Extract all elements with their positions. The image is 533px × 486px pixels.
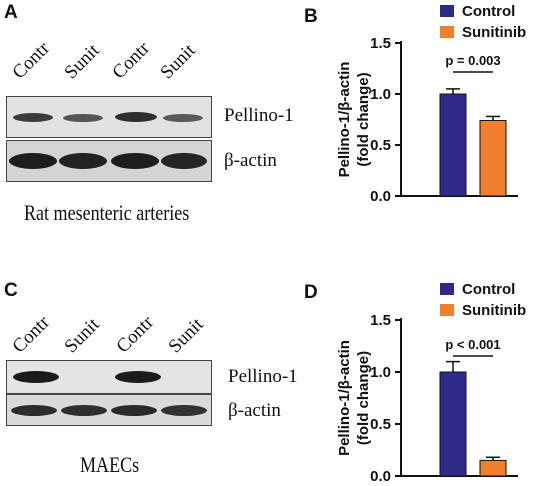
bar bbox=[479, 120, 507, 197]
western-blot-pellino1-c bbox=[6, 360, 212, 394]
y-axis-label: Pellino-1/β-actin bbox=[336, 340, 353, 456]
row-label-actin: β-actin bbox=[224, 150, 277, 171]
legend-swatch bbox=[440, 304, 454, 316]
lane-label: Contr bbox=[8, 37, 54, 84]
y-axis-label: (fold change) bbox=[355, 351, 372, 445]
western-blot-pellino1-a bbox=[6, 96, 212, 138]
y-axis-label: (fold change) bbox=[355, 72, 372, 166]
bar-chart-d: D Control Sunitinib Pellino-1/β-actin (fold … bbox=[304, 281, 526, 485]
lane-label: Sunit bbox=[60, 314, 104, 358]
lane-label: Sunit bbox=[156, 40, 200, 84]
lane-label: Sunit bbox=[60, 40, 104, 84]
legend-swatch bbox=[440, 5, 454, 17]
y-tick-label: 1.5 bbox=[370, 35, 391, 52]
panel-letter: D bbox=[304, 282, 318, 303]
western-blot-actin-c bbox=[6, 394, 212, 426]
blot-caption: MAECs bbox=[80, 452, 140, 477]
legend-label: Control bbox=[462, 3, 515, 20]
p-value-label: p < 0.001 bbox=[445, 337, 500, 352]
y-tick-label: 1.0 bbox=[370, 86, 391, 103]
panel-letter: B bbox=[304, 6, 318, 27]
lane-label: Contr bbox=[112, 311, 158, 358]
legend-label: Control bbox=[462, 281, 515, 298]
p-value-label: p = 0.003 bbox=[445, 53, 500, 68]
y-tick-label: 1.5 bbox=[370, 312, 391, 329]
bar bbox=[479, 459, 507, 477]
legend-label: Sunitinib bbox=[462, 302, 526, 319]
y-tick-label: 0.5 bbox=[370, 137, 391, 154]
bar bbox=[439, 93, 467, 197]
y-tick-label: 0.5 bbox=[370, 416, 391, 433]
lane-label: Contr bbox=[108, 37, 154, 84]
blot-caption: Rat mesenteric arteries bbox=[24, 200, 190, 225]
panel-letter-c: C bbox=[4, 280, 18, 301]
panel-letter-a: A bbox=[4, 2, 18, 23]
legend-swatch bbox=[440, 26, 454, 38]
legend-swatch bbox=[440, 283, 454, 295]
y-tick-label: 1.0 bbox=[370, 364, 391, 381]
lane-label: Sunit bbox=[164, 314, 208, 358]
bar-chart-b: B Control Sunitinib Pellino-1/β-actin (fold … bbox=[304, 3, 526, 205]
row-label-pellino1: Pellino-1 bbox=[228, 366, 298, 387]
y-axis-label: Pellino-1/β-actin bbox=[336, 62, 353, 178]
bar bbox=[439, 371, 467, 477]
y-tick-label: 0.0 bbox=[370, 468, 391, 485]
lane-label: Contr bbox=[8, 311, 54, 358]
row-label-actin: β-actin bbox=[228, 400, 281, 421]
row-label-pellino1: Pellino-1 bbox=[224, 105, 294, 126]
western-blot-actin-a bbox=[6, 140, 212, 182]
y-tick-label: 0.0 bbox=[370, 188, 391, 205]
legend-label: Sunitinib bbox=[462, 24, 526, 41]
